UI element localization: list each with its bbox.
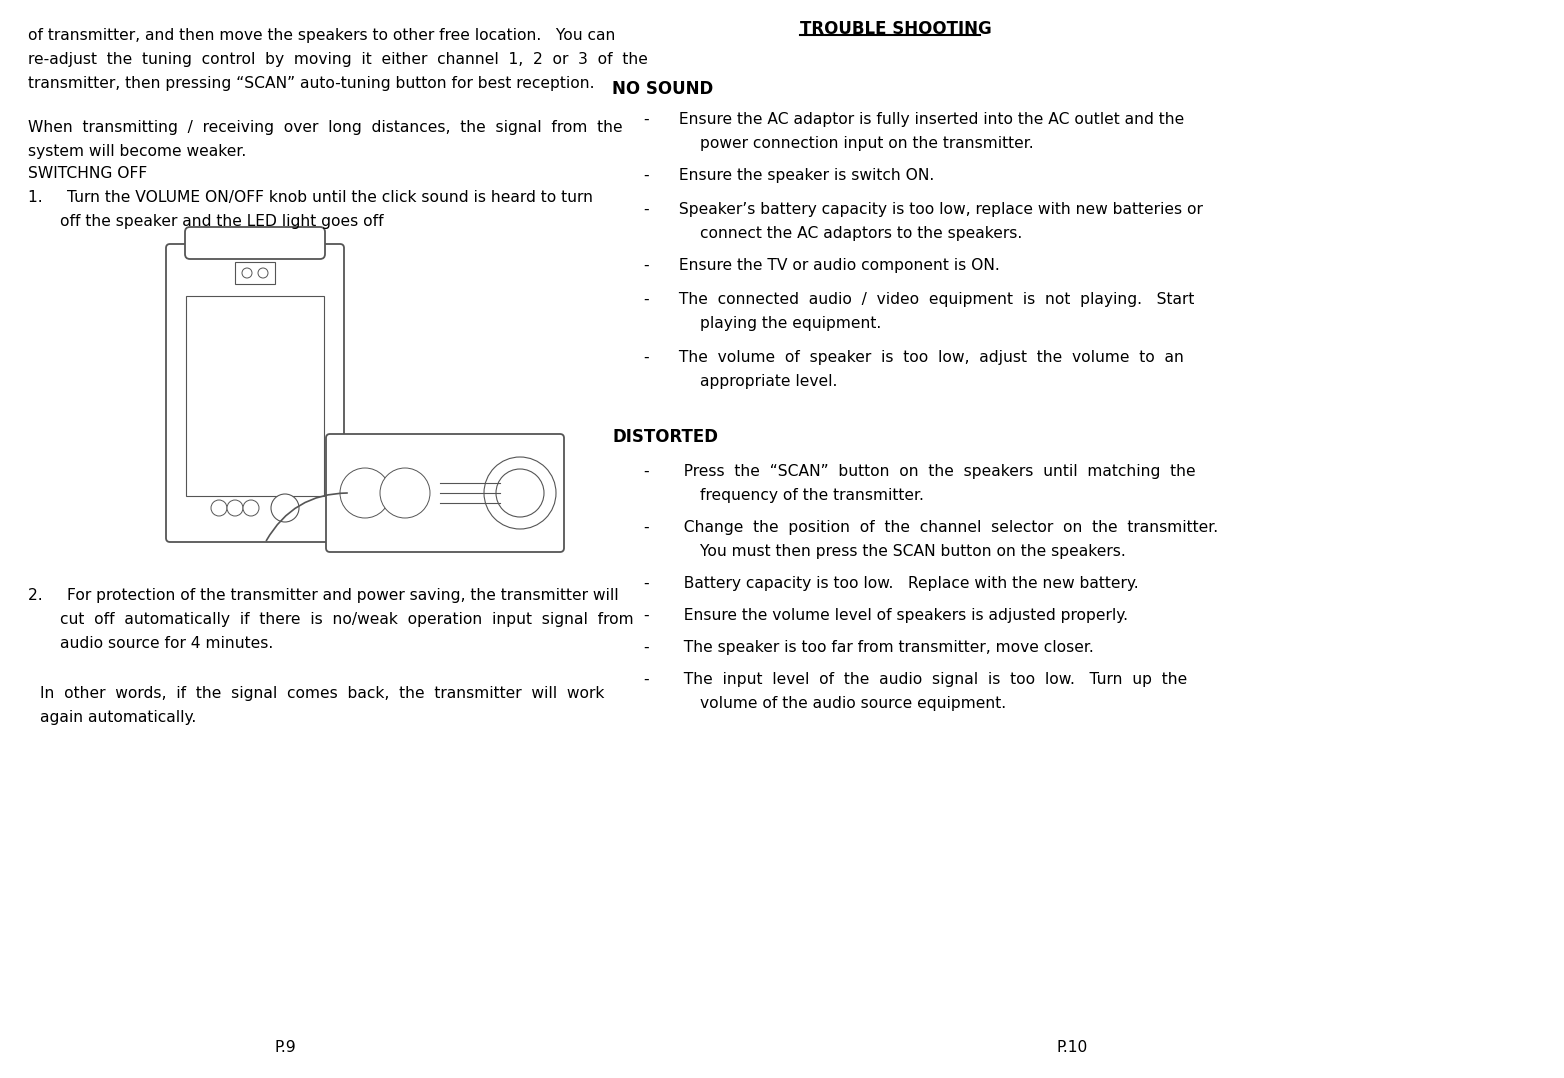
Text: P.9: P.9 xyxy=(274,1040,296,1055)
Text: -       Battery capacity is too low.   Replace with the new battery.: - Battery capacity is too low. Replace w… xyxy=(644,576,1139,591)
Text: When  transmitting  /  receiving  over  long  distances,  the  signal  from  the: When transmitting / receiving over long … xyxy=(28,120,622,135)
FancyBboxPatch shape xyxy=(166,244,344,542)
Text: cut  off  automatically  if  there  is  no/weak  operation  input  signal  from: cut off automatically if there is no/wea… xyxy=(59,612,633,627)
Circle shape xyxy=(380,468,430,519)
Circle shape xyxy=(227,500,242,516)
Text: SWITCHNG OFF: SWITCHNG OFF xyxy=(28,166,147,181)
Circle shape xyxy=(258,268,267,278)
Text: -      Ensure the speaker is switch ON.: - Ensure the speaker is switch ON. xyxy=(644,168,934,183)
Text: of transmitter, and then move the speakers to other free location.   You can: of transmitter, and then move the speake… xyxy=(28,28,615,43)
FancyBboxPatch shape xyxy=(185,227,325,259)
Bar xyxy=(235,262,275,284)
Text: In  other  words,  if  the  signal  comes  back,  the  transmitter  will  work: In other words, if the signal comes back… xyxy=(41,686,604,701)
Circle shape xyxy=(211,500,227,516)
Text: DISTORTED: DISTORTED xyxy=(612,428,718,446)
Text: -      The  connected  audio  /  video  equipment  is  not  playing.   Start: - The connected audio / video equipment … xyxy=(644,292,1195,307)
Text: appropriate level.: appropriate level. xyxy=(701,374,837,389)
Circle shape xyxy=(242,500,260,516)
Text: P.10: P.10 xyxy=(1056,1040,1087,1055)
Text: off the speaker and the LED light goes off: off the speaker and the LED light goes o… xyxy=(59,215,383,229)
Text: transmitter, then pressing “SCAN” auto-tuning button for best reception.: transmitter, then pressing “SCAN” auto-t… xyxy=(28,77,594,91)
Text: power connection input on the transmitter.: power connection input on the transmitte… xyxy=(701,136,1034,151)
Text: re-adjust  the  tuning  control  by  moving  it  either  channel  1,  2  or  3  : re-adjust the tuning control by moving i… xyxy=(28,52,647,67)
Text: playing the equipment.: playing the equipment. xyxy=(701,316,881,331)
Text: 1.     Turn the VOLUME ON/OFF knob until the click sound is heard to turn: 1. Turn the VOLUME ON/OFF knob until the… xyxy=(28,190,593,205)
Text: frequency of the transmitter.: frequency of the transmitter. xyxy=(701,488,924,503)
Text: -       Press  the  “SCAN”  button  on  the  speakers  until  matching  the: - Press the “SCAN” button on the speaker… xyxy=(644,464,1195,479)
Text: -      Speaker’s battery capacity is too low, replace with new batteries or: - Speaker’s battery capacity is too low,… xyxy=(644,202,1203,217)
Text: system will become weaker.: system will become weaker. xyxy=(28,144,246,158)
Text: -      Ensure the TV or audio component is ON.: - Ensure the TV or audio component is ON… xyxy=(644,258,999,273)
Circle shape xyxy=(496,469,544,517)
Text: -       The  input  level  of  the  audio  signal  is  too  low.   Turn  up  the: - The input level of the audio signal is… xyxy=(644,672,1187,687)
Circle shape xyxy=(271,494,299,522)
Text: -       The speaker is too far from transmitter, move closer.: - The speaker is too far from transmitte… xyxy=(644,640,1093,655)
Text: -       Ensure the volume level of speakers is adjusted properly.: - Ensure the volume level of speakers is… xyxy=(644,608,1128,623)
Text: You must then press the SCAN button on the speakers.: You must then press the SCAN button on t… xyxy=(701,544,1126,559)
Text: -      Ensure the AC adaptor is fully inserted into the AC outlet and the: - Ensure the AC adaptor is fully inserte… xyxy=(644,112,1184,127)
FancyBboxPatch shape xyxy=(325,434,565,552)
Text: connect the AC adaptors to the speakers.: connect the AC adaptors to the speakers. xyxy=(701,226,1023,241)
Text: -      The  volume  of  speaker  is  too  low,  adjust  the  volume  to  an: - The volume of speaker is too low, adju… xyxy=(644,350,1184,365)
Circle shape xyxy=(242,268,252,278)
Circle shape xyxy=(339,468,389,519)
Text: volume of the audio source equipment.: volume of the audio source equipment. xyxy=(701,696,1006,711)
Text: NO SOUND: NO SOUND xyxy=(612,80,713,98)
Text: -       Change  the  position  of  the  channel  selector  on  the  transmitter.: - Change the position of the channel sel… xyxy=(644,520,1218,535)
Bar xyxy=(186,296,324,496)
Text: audio source for 4 minutes.: audio source for 4 minutes. xyxy=(59,636,274,651)
Text: 2.     For protection of the transmitter and power saving, the transmitter will: 2. For protection of the transmitter and… xyxy=(28,588,619,603)
Text: TROUBLE SHOOTING: TROUBLE SHOOTING xyxy=(801,20,992,38)
Circle shape xyxy=(483,457,555,529)
Text: again automatically.: again automatically. xyxy=(41,710,196,725)
